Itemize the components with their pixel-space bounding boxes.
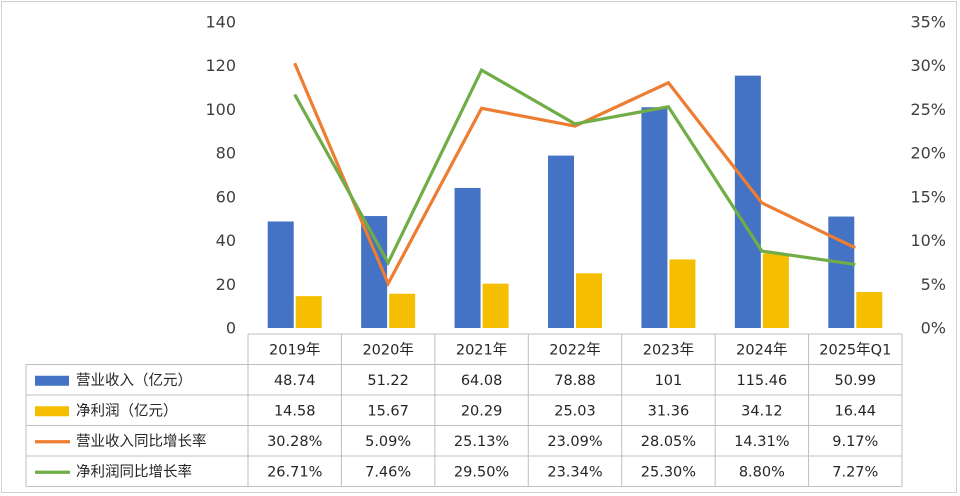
data-cell: 14.31%: [734, 434, 789, 450]
data-cell: 101: [655, 373, 683, 389]
series-name: 净利润同比增长率: [76, 463, 192, 480]
net-profit-bar: [856, 292, 883, 328]
category-header: 2022年: [549, 341, 600, 358]
right-tick-label: 35%: [910, 13, 946, 32]
right-tick-label: 0%: [921, 319, 946, 338]
series-name: 营业收入同比增长率: [76, 433, 207, 450]
net-profit-bar: [389, 293, 416, 328]
right-tick-label: 30%: [910, 56, 946, 75]
revenue-bar: [548, 155, 574, 328]
data-cell: 15.67: [367, 403, 409, 419]
legend-key: [35, 375, 69, 386]
revenue-growth-line: [293, 62, 856, 288]
right-tick-label: 15%: [910, 187, 946, 206]
series-name: 净利润（亿元）: [76, 402, 178, 419]
left-tick-label: 80: [216, 144, 236, 163]
category-header: 2020年: [362, 341, 413, 358]
net-profit-bar: [669, 259, 696, 328]
net-profit-growth-line: [293, 67, 856, 267]
data-cell: 31.36: [648, 403, 690, 419]
left-tick-label: 40: [216, 231, 236, 250]
category-header: 2024年: [736, 341, 787, 358]
data-cell: 25.30%: [641, 464, 696, 480]
data-cell: 25.13%: [454, 434, 509, 450]
data-cell: 25.03: [554, 403, 596, 419]
data-cell: 50.99: [835, 373, 877, 389]
right-tick-label: 25%: [910, 100, 946, 119]
data-table: 2019年 2020年 2021年 2022年 2023年 2024年 2025年Q1 营业收…: [25, 333, 903, 487]
data-cell: 48.74: [274, 373, 316, 389]
left-tick-label: 20: [216, 275, 236, 294]
revenue-bar: [267, 221, 294, 328]
left-tick-label: 120: [205, 56, 236, 75]
revenue-bar: [734, 75, 761, 329]
data-cell: 23.34%: [547, 464, 602, 480]
revenue-bar: [828, 216, 855, 328]
data-cell: 64.08: [461, 373, 503, 389]
data-cell: 7.46%: [365, 464, 411, 480]
series-name: 营业收入（亿元）: [76, 372, 192, 389]
data-cell: 20.29: [461, 403, 503, 419]
left-axis-ticks: 0 20 40 60 80 100 120 140: [205, 13, 236, 338]
right-axis-ticks: 0% 5% 10% 15% 20% 25% 30% 35%: [910, 13, 946, 338]
data-cell: 26.71%: [267, 464, 322, 480]
net-profit-bar: [482, 283, 509, 328]
category-header: 2019年: [269, 341, 320, 358]
data-cell: 34.12: [741, 403, 783, 419]
right-tick-label: 10%: [910, 231, 946, 250]
revenue-bar: [641, 107, 668, 328]
data-cell: 5.09%: [365, 434, 411, 450]
data-cell: 14.58: [274, 403, 316, 419]
data-cell: 23.09%: [547, 434, 602, 450]
data-cell: 51.22: [367, 373, 409, 389]
data-cell: 78.88: [554, 373, 596, 389]
left-tick-label: 100: [205, 100, 236, 119]
right-tick-label: 20%: [910, 144, 946, 163]
category-header: 2023年: [643, 341, 694, 358]
category-header: 2025年Q1: [819, 341, 891, 358]
net-profit-bar: [762, 253, 789, 328]
data-cell: 28.05%: [641, 434, 696, 450]
bar-series: [267, 75, 883, 329]
line-series: [293, 62, 856, 288]
left-tick-label: 60: [216, 187, 236, 206]
net-profit-bar: [295, 296, 322, 328]
left-tick-label: 140: [205, 13, 236, 32]
data-cell: 30.28%: [267, 434, 322, 450]
revenue-bar: [454, 187, 481, 328]
net-profit-bar: [576, 273, 602, 328]
data-cell: 7.27%: [832, 464, 878, 480]
category-header: 2021年: [456, 341, 507, 358]
legend-key: [35, 406, 69, 417]
data-cell: 9.17%: [832, 434, 878, 450]
data-cell: 8.80%: [739, 464, 785, 480]
data-cell: 16.44: [835, 403, 877, 419]
data-cell: 115.46: [736, 373, 787, 389]
right-tick-label: 5%: [921, 275, 946, 294]
data-cell: 29.50%: [454, 464, 509, 480]
left-tick-label: 0: [226, 319, 236, 338]
